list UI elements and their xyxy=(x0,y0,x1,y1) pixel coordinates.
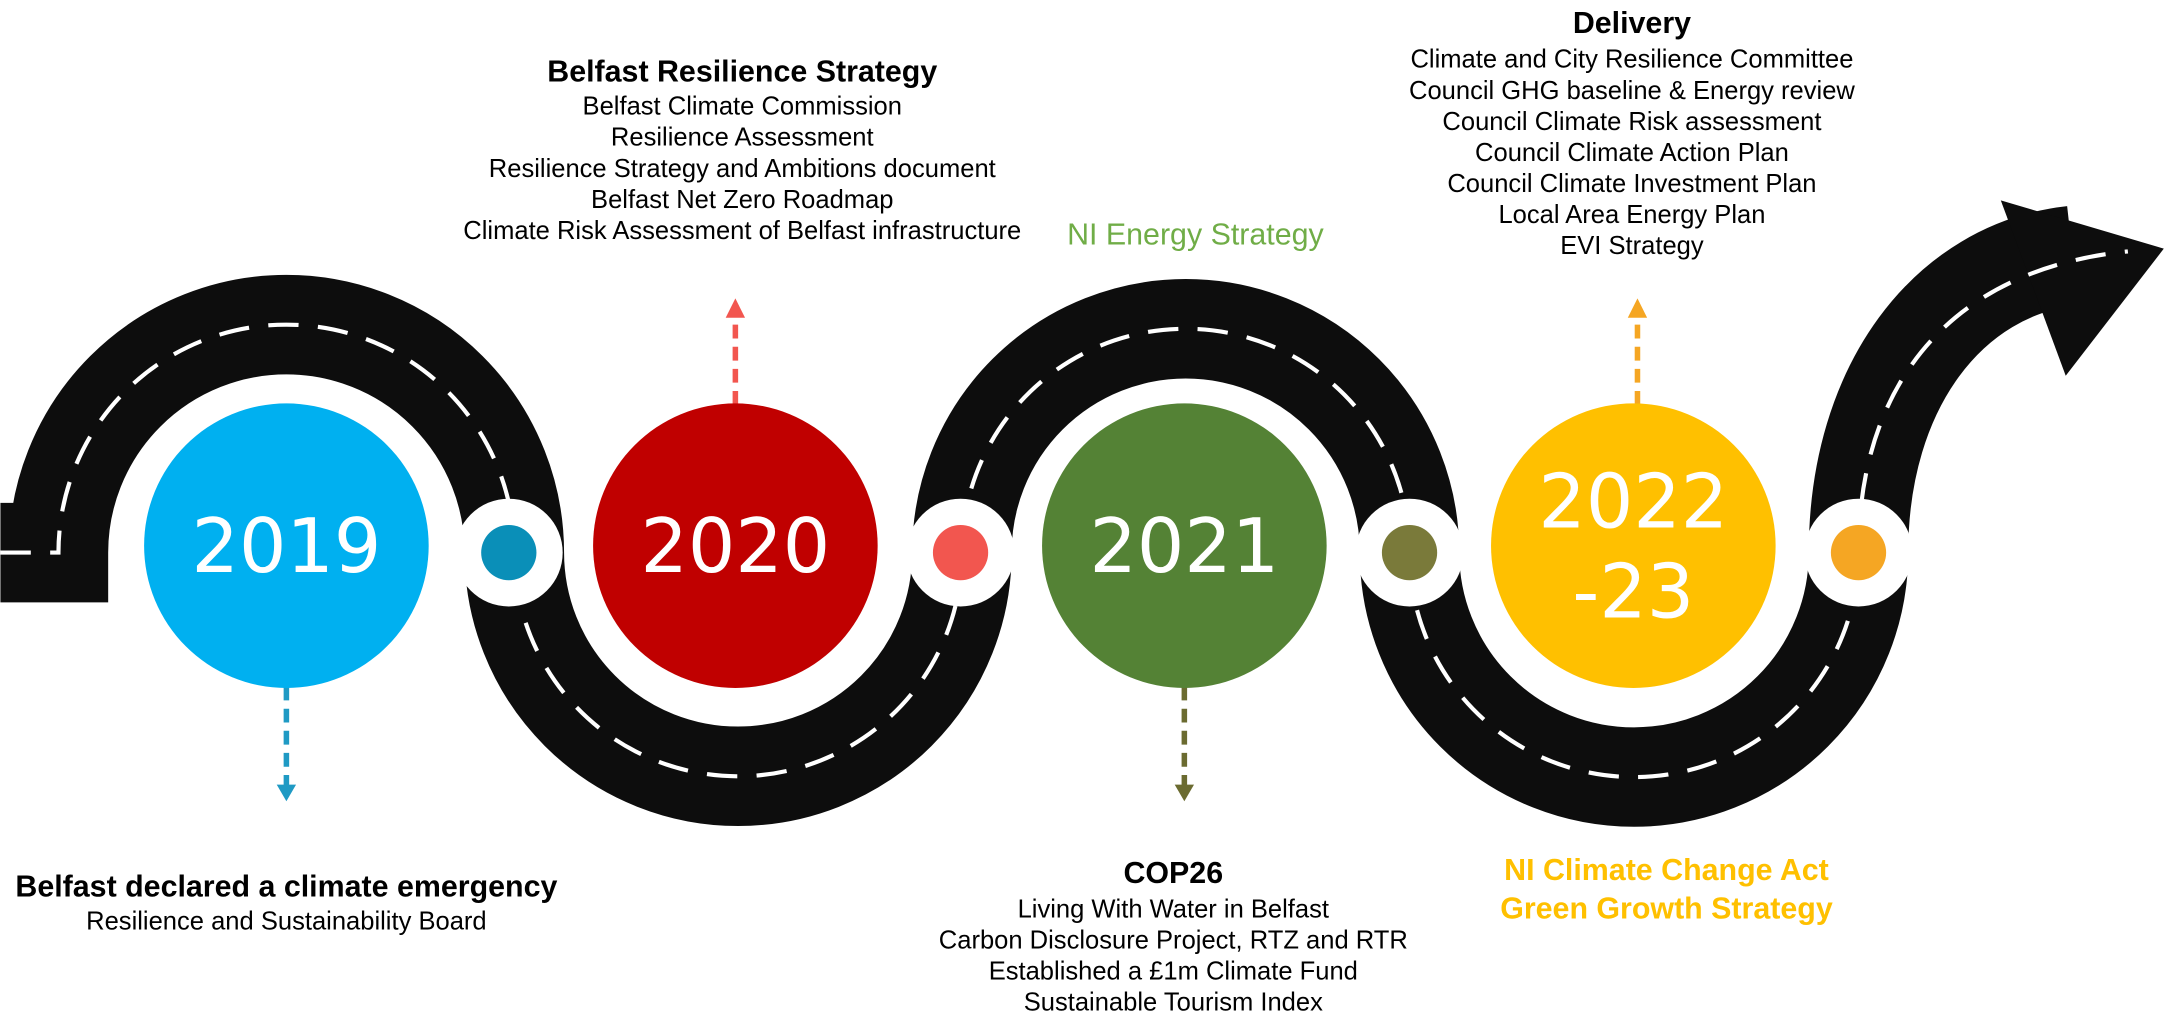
item: Resilience and Sustainability Board xyxy=(86,908,486,936)
heading: Belfast declared a climate emergency xyxy=(15,870,557,904)
heading: Belfast Resilience Strategy xyxy=(547,55,937,89)
item: Resilience Assessment xyxy=(611,124,874,152)
item: Belfast Net Zero Roadmap xyxy=(591,186,893,214)
item: Living With Water in Belfast xyxy=(1018,895,1329,923)
side-note: NI Energy Strategy xyxy=(1067,218,1324,252)
item: Council Climate Investment Plan xyxy=(1447,170,1816,198)
heading: COP26 xyxy=(1123,856,1223,890)
item: Council GHG baseline & Energy review xyxy=(1409,77,1855,105)
item: Council Climate Action Plan xyxy=(1475,139,1789,167)
year: 2020 xyxy=(640,503,830,590)
year: -23 xyxy=(1572,549,1694,636)
side-note: Green Growth Strategy xyxy=(1500,892,1833,926)
item: Belfast Climate Commission xyxy=(583,93,902,121)
item: Council Climate Risk assessment xyxy=(1442,108,1821,136)
item: Resilience Strategy and Ambitions docume… xyxy=(489,155,996,183)
year: 2022 xyxy=(1538,459,1728,546)
item: Climate and City Resilience Committee xyxy=(1410,46,1853,74)
side-note: NI Climate Change Act xyxy=(1504,853,1829,887)
item: EVI Strategy xyxy=(1560,232,1704,260)
item: Climate Risk Assessment of Belfast infra… xyxy=(463,217,1021,245)
item: Carbon Disclosure Project, RTZ and RTR xyxy=(939,926,1408,954)
item: Established a £1m Climate Fund xyxy=(989,957,1358,985)
timeline: 2019 2020 2021 2022 -23 Belfast declared… xyxy=(0,0,2167,1014)
heading: Delivery xyxy=(1573,6,1691,40)
item: Local Area Energy Plan xyxy=(1498,201,1765,229)
year: 2021 xyxy=(1089,503,1279,590)
item: Sustainable Tourism Index xyxy=(1024,989,1323,1014)
year: 2019 xyxy=(191,503,381,590)
